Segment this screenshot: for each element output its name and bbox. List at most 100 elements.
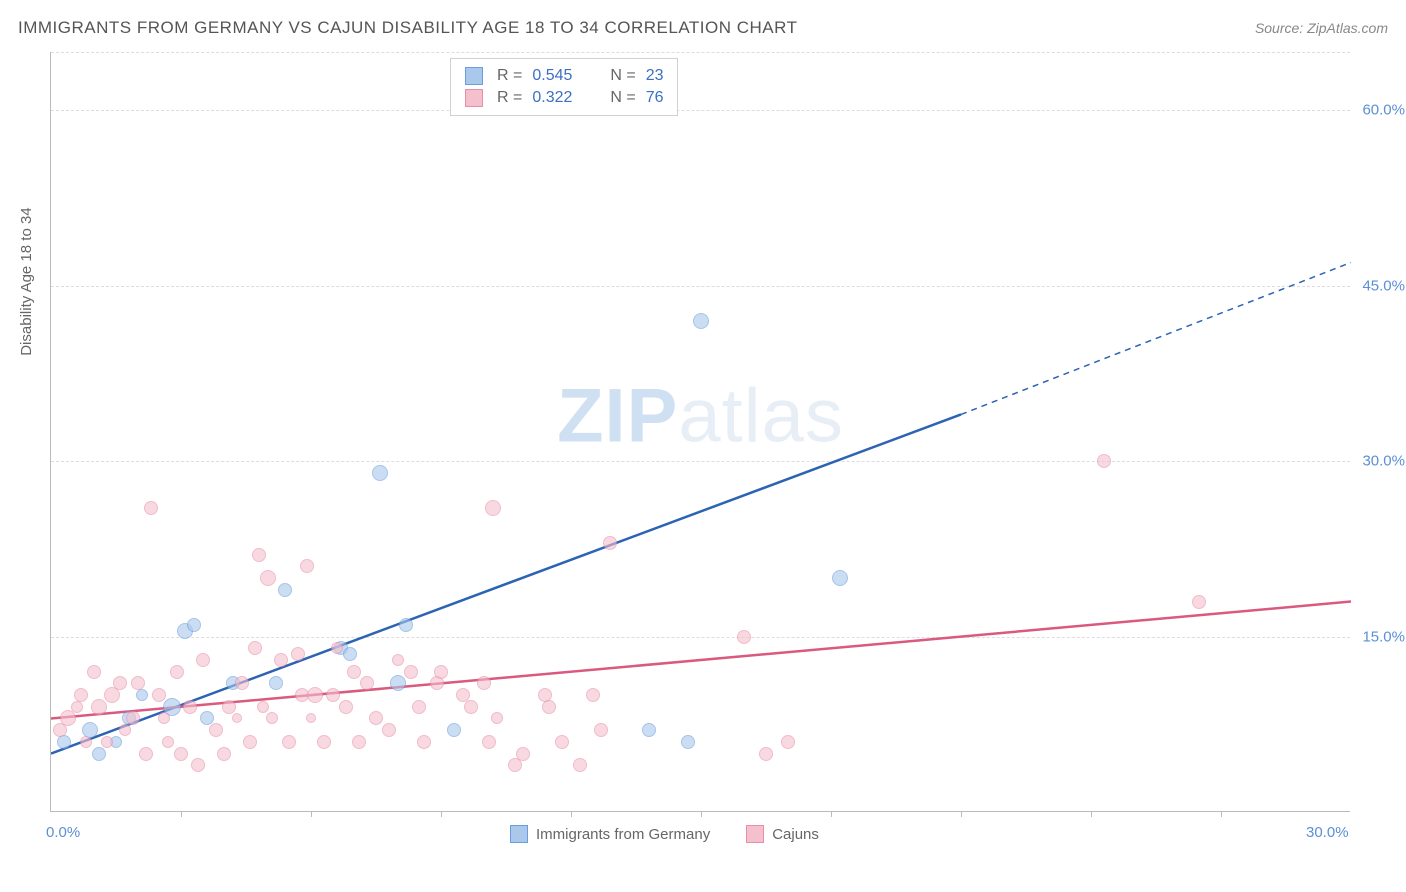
scatter-point-cajuns — [737, 630, 751, 644]
scatter-point-cajuns — [266, 712, 278, 724]
scatter-point-cajuns — [477, 676, 491, 690]
scatter-point-cajuns — [586, 688, 600, 702]
legend-swatch-cajuns — [746, 825, 764, 843]
scatter-point-germany — [269, 676, 283, 690]
scatter-point-cajuns — [555, 735, 569, 749]
legend-label-germany: Immigrants from Germany — [536, 826, 710, 843]
y-tick-label: 60.0% — [1362, 102, 1405, 119]
scatter-point-cajuns — [339, 700, 353, 714]
scatter-point-cajuns — [131, 676, 145, 690]
scatter-point-cajuns — [491, 712, 503, 724]
scatter-point-cajuns — [369, 711, 383, 725]
scatter-point-cajuns — [80, 736, 92, 748]
x-tick-label: 30.0% — [1306, 824, 1349, 841]
scatter-point-cajuns — [331, 642, 343, 654]
y-tick-label: 15.0% — [1362, 628, 1405, 645]
scatter-point-cajuns — [759, 747, 773, 761]
scatter-point-cajuns — [291, 647, 305, 661]
scatter-point-cajuns — [232, 713, 242, 723]
scatter-point-cajuns — [382, 723, 396, 737]
legend-swatch-cajuns — [465, 89, 483, 107]
scatter-point-cajuns — [317, 735, 331, 749]
scatter-point-cajuns — [603, 536, 617, 550]
scatter-point-cajuns — [170, 665, 184, 679]
scatter-point-cajuns — [222, 700, 236, 714]
scatter-point-cajuns — [126, 711, 140, 725]
chart-title: IMMIGRANTS FROM GERMANY VS CAJUN DISABIL… — [18, 18, 798, 38]
x-tick-label: 0.0% — [46, 824, 80, 841]
scatter-point-germany — [681, 735, 695, 749]
scatter-point-cajuns — [260, 570, 276, 586]
scatter-point-cajuns — [404, 665, 418, 679]
n-value-germany: 23 — [646, 67, 664, 85]
scatter-point-cajuns — [91, 699, 107, 715]
legend-stats: R = 0.545 N = 23 R = 0.322 N = 76 — [450, 58, 678, 116]
y-axis-title: Disability Age 18 to 34 — [18, 207, 35, 355]
scatter-point-germany — [343, 647, 357, 661]
legend-swatch-germany — [465, 67, 483, 85]
n-value-cajuns: 76 — [646, 89, 664, 107]
n-label: N = — [610, 89, 635, 107]
scatter-point-cajuns — [347, 665, 361, 679]
scatter-point-cajuns — [217, 747, 231, 761]
scatter-point-cajuns — [209, 723, 223, 737]
scatter-point-cajuns — [300, 559, 314, 573]
scatter-point-cajuns — [71, 701, 83, 713]
scatter-point-cajuns — [434, 665, 448, 679]
scatter-point-cajuns — [1097, 454, 1111, 468]
n-label: N = — [610, 67, 635, 85]
scatter-point-germany — [447, 723, 461, 737]
scatter-point-cajuns — [352, 735, 366, 749]
legend-swatch-germany — [510, 825, 528, 843]
scatter-point-cajuns — [158, 712, 170, 724]
legend-item-germany: Immigrants from Germany — [510, 825, 710, 843]
scatter-point-cajuns — [252, 548, 266, 562]
scatter-point-germany — [136, 689, 148, 701]
scatter-point-cajuns — [594, 723, 608, 737]
scatter-point-germany — [390, 675, 406, 691]
scatter-point-cajuns — [235, 676, 249, 690]
scatter-point-cajuns — [417, 735, 431, 749]
scatter-point-germany — [399, 618, 413, 632]
r-label: R = — [497, 67, 522, 85]
scatter-point-cajuns — [392, 654, 404, 666]
scatter-point-cajuns — [119, 724, 131, 736]
scatter-point-cajuns — [248, 641, 262, 655]
scatter-point-cajuns — [1192, 595, 1206, 609]
scatter-point-cajuns — [542, 700, 556, 714]
legend-stats-row-germany: R = 0.545 N = 23 — [465, 65, 663, 87]
scatter-point-cajuns — [144, 501, 158, 515]
scatter-point-cajuns — [139, 747, 153, 761]
scatter-point-cajuns — [183, 700, 197, 714]
scatter-point-cajuns — [516, 747, 530, 761]
scatter-point-germany — [642, 723, 656, 737]
y-tick-label: 45.0% — [1362, 277, 1405, 294]
scatter-point-cajuns — [87, 665, 101, 679]
scatter-point-cajuns — [243, 735, 257, 749]
trend-lines — [51, 52, 1351, 812]
scatter-point-cajuns — [74, 688, 88, 702]
scatter-point-cajuns — [360, 676, 374, 690]
scatter-point-germany — [92, 747, 106, 761]
scatter-point-cajuns — [781, 735, 795, 749]
scatter-point-germany — [372, 465, 388, 481]
scatter-point-cajuns — [174, 747, 188, 761]
r-value-cajuns: 0.322 — [532, 89, 586, 107]
scatter-point-cajuns — [485, 500, 501, 516]
scatter-point-cajuns — [482, 735, 496, 749]
y-tick-label: 30.0% — [1362, 453, 1405, 470]
legend-stats-row-cajuns: R = 0.322 N = 76 — [465, 87, 663, 109]
scatter-point-cajuns — [274, 653, 288, 667]
scatter-point-germany — [187, 618, 201, 632]
scatter-point-germany — [832, 570, 848, 586]
scatter-point-cajuns — [282, 735, 296, 749]
scatter-point-cajuns — [101, 736, 113, 748]
scatter-point-cajuns — [191, 758, 205, 772]
legend-item-cajuns: Cajuns — [746, 825, 819, 843]
scatter-point-cajuns — [573, 758, 587, 772]
scatter-point-cajuns — [326, 688, 340, 702]
scatter-point-cajuns — [306, 713, 316, 723]
scatter-point-cajuns — [307, 687, 323, 703]
chart-plot-area: ZIPatlas 15.0%30.0%45.0%60.0%0.0%30.0% — [50, 52, 1350, 812]
scatter-point-cajuns — [152, 688, 166, 702]
